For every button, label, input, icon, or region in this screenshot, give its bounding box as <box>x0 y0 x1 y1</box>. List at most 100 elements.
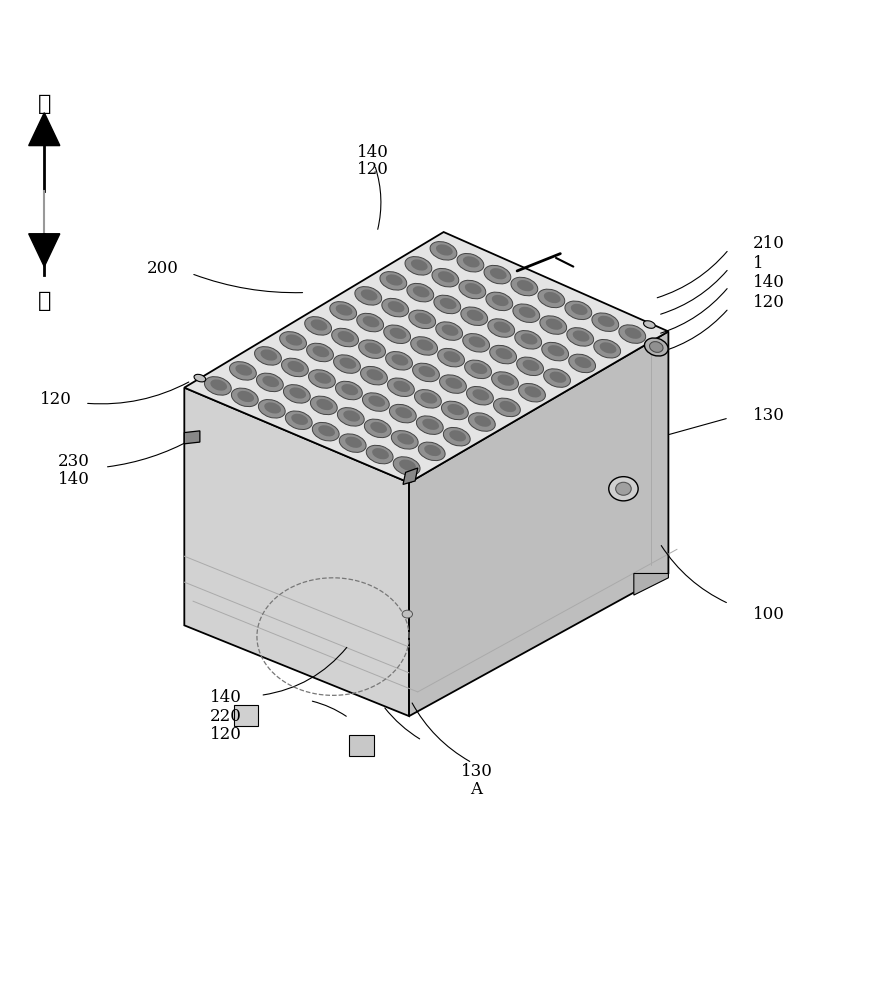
Ellipse shape <box>466 310 483 321</box>
Ellipse shape <box>312 346 328 357</box>
Ellipse shape <box>389 404 415 423</box>
Ellipse shape <box>279 332 306 350</box>
Ellipse shape <box>316 399 333 410</box>
Ellipse shape <box>397 433 414 445</box>
Ellipse shape <box>547 345 564 356</box>
Ellipse shape <box>314 373 331 384</box>
Ellipse shape <box>194 374 205 382</box>
Ellipse shape <box>539 316 566 334</box>
Ellipse shape <box>624 328 640 339</box>
Ellipse shape <box>493 322 510 333</box>
Ellipse shape <box>488 319 514 337</box>
Ellipse shape <box>443 427 469 446</box>
Ellipse shape <box>255 347 281 365</box>
Ellipse shape <box>591 313 618 331</box>
Ellipse shape <box>516 357 543 376</box>
Text: 100: 100 <box>753 606 784 623</box>
Ellipse shape <box>435 322 462 340</box>
Ellipse shape <box>512 304 539 322</box>
Ellipse shape <box>343 410 360 422</box>
Text: 210: 210 <box>753 235 784 252</box>
Ellipse shape <box>462 256 479 267</box>
Polygon shape <box>184 232 667 483</box>
Polygon shape <box>29 113 60 146</box>
Ellipse shape <box>383 325 410 344</box>
Ellipse shape <box>289 387 306 399</box>
Ellipse shape <box>306 343 333 362</box>
Ellipse shape <box>262 376 279 387</box>
Ellipse shape <box>333 355 360 373</box>
Ellipse shape <box>424 445 441 456</box>
Ellipse shape <box>355 287 381 305</box>
Ellipse shape <box>412 363 439 382</box>
Ellipse shape <box>372 448 388 459</box>
Polygon shape <box>634 573 667 595</box>
Ellipse shape <box>356 313 383 332</box>
Ellipse shape <box>410 337 437 355</box>
Ellipse shape <box>204 377 231 395</box>
Ellipse shape <box>235 364 252 376</box>
Ellipse shape <box>337 408 364 426</box>
Ellipse shape <box>421 419 439 430</box>
Ellipse shape <box>391 354 408 366</box>
Ellipse shape <box>468 336 485 348</box>
Ellipse shape <box>380 272 407 290</box>
Ellipse shape <box>385 274 402 286</box>
Ellipse shape <box>304 317 331 335</box>
Text: 220: 220 <box>209 708 242 725</box>
Ellipse shape <box>414 390 441 408</box>
Ellipse shape <box>516 280 533 291</box>
Ellipse shape <box>489 268 506 279</box>
Ellipse shape <box>520 333 537 345</box>
Ellipse shape <box>464 360 491 379</box>
Ellipse shape <box>441 325 458 336</box>
Ellipse shape <box>456 253 483 272</box>
Ellipse shape <box>341 384 358 395</box>
Ellipse shape <box>310 396 337 415</box>
Ellipse shape <box>644 338 667 356</box>
Ellipse shape <box>393 381 409 392</box>
Ellipse shape <box>439 375 466 393</box>
Text: 140: 140 <box>57 471 90 488</box>
Ellipse shape <box>524 386 541 397</box>
Text: 130: 130 <box>460 763 492 780</box>
Ellipse shape <box>312 422 339 441</box>
Ellipse shape <box>370 422 387 433</box>
Ellipse shape <box>337 331 354 342</box>
Polygon shape <box>29 234 60 267</box>
Ellipse shape <box>499 401 515 412</box>
Ellipse shape <box>366 369 382 380</box>
Ellipse shape <box>474 416 490 427</box>
Text: 140: 140 <box>753 274 784 291</box>
Ellipse shape <box>574 357 591 368</box>
Ellipse shape <box>545 319 562 330</box>
Ellipse shape <box>339 434 366 452</box>
Ellipse shape <box>447 404 463 415</box>
Polygon shape <box>348 735 374 756</box>
Ellipse shape <box>404 257 431 275</box>
Ellipse shape <box>491 372 518 390</box>
Ellipse shape <box>389 328 406 339</box>
Text: 120: 120 <box>753 294 784 311</box>
Ellipse shape <box>537 289 564 308</box>
Ellipse shape <box>431 268 458 287</box>
Ellipse shape <box>282 358 308 377</box>
Text: 120: 120 <box>209 726 242 743</box>
Ellipse shape <box>443 351 460 362</box>
Ellipse shape <box>518 307 535 318</box>
Polygon shape <box>408 331 667 716</box>
Ellipse shape <box>493 398 520 417</box>
Ellipse shape <box>549 372 566 383</box>
Text: 下: 下 <box>37 290 51 312</box>
Ellipse shape <box>491 295 508 306</box>
Ellipse shape <box>420 392 436 404</box>
Polygon shape <box>234 705 257 726</box>
Ellipse shape <box>368 396 385 407</box>
Ellipse shape <box>318 425 335 436</box>
Ellipse shape <box>395 407 412 418</box>
Polygon shape <box>184 388 408 716</box>
Ellipse shape <box>210 379 227 391</box>
Ellipse shape <box>412 286 429 297</box>
Ellipse shape <box>564 301 591 320</box>
Ellipse shape <box>291 414 308 425</box>
